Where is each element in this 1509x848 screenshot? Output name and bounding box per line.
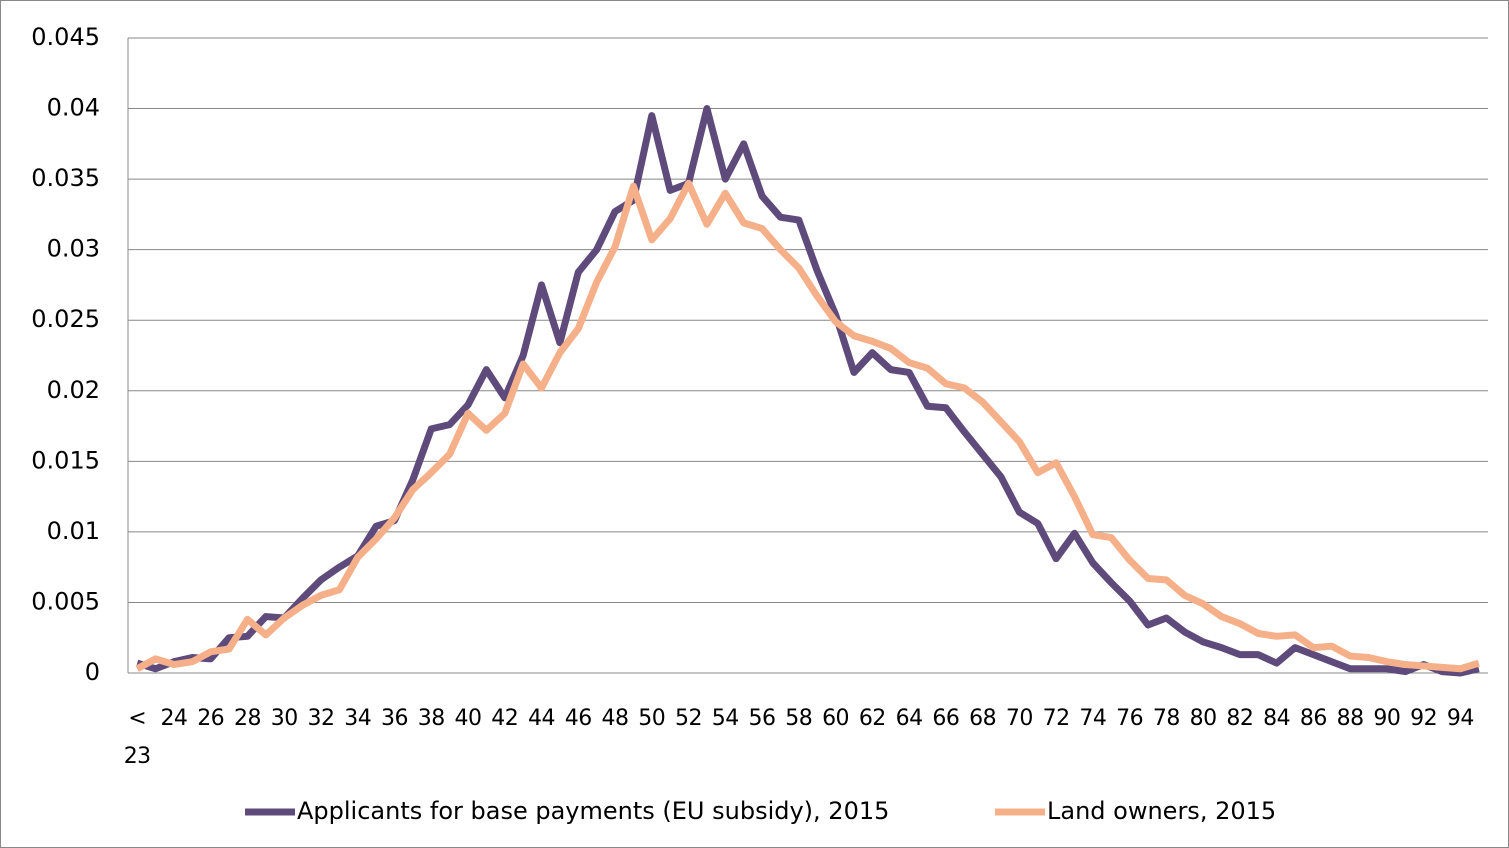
x-tick-label: 24 xyxy=(160,706,188,731)
y-tick-label: 0.02 xyxy=(47,376,100,404)
x-tick-label: 76 xyxy=(1116,706,1144,731)
x-tick-label: 46 xyxy=(564,706,593,731)
x-tick-label: 28 xyxy=(233,706,262,731)
x-tick-label: 48 xyxy=(601,706,630,731)
x-tick-label: 88 xyxy=(1336,706,1365,731)
x-tick-label: 92 xyxy=(1410,706,1438,731)
legend-label: Land owners, 2015 xyxy=(1047,797,1276,825)
x-tick-label: 86 xyxy=(1299,706,1328,731)
y-tick-label: 0.015 xyxy=(31,446,100,474)
x-tick-label: 68 xyxy=(969,706,997,731)
y-tick-label: 0.01 xyxy=(47,517,100,545)
legend-label: Applicants for base payments (EU subsidy… xyxy=(297,797,889,825)
x-tick-label: 70 xyxy=(1005,706,1034,731)
x-tick-label: 56 xyxy=(748,706,777,731)
x-tick-label: 84 xyxy=(1263,706,1291,731)
x-tick-label: 50 xyxy=(638,706,666,731)
y-tick-label: 0.005 xyxy=(31,587,100,615)
x-tick-label: 74 xyxy=(1079,706,1107,731)
x-tick-label: 82 xyxy=(1226,706,1254,731)
x-tick-label: 60 xyxy=(822,706,850,731)
x-tick-label: < 23 xyxy=(123,706,152,769)
x-tick-label: 52 xyxy=(675,706,703,731)
y-tick-label: 0.03 xyxy=(47,235,100,263)
x-tick-label: 58 xyxy=(785,706,813,731)
x-tick-label: 78 xyxy=(1152,706,1181,731)
y-tick-label: 0.045 xyxy=(31,23,100,51)
x-tick-label: 32 xyxy=(307,706,335,731)
x-tick-label: 62 xyxy=(858,706,887,731)
x-tick-label: 36 xyxy=(380,706,409,731)
y-tick-label: 0.04 xyxy=(47,94,100,122)
x-tick-label: 80 xyxy=(1189,706,1218,731)
x-tick-label: 42 xyxy=(491,706,519,731)
x-tick-label: 26 xyxy=(197,706,225,731)
series-line xyxy=(135,179,1480,673)
y-tick-label: 0.035 xyxy=(31,164,100,192)
x-tick-label: 40 xyxy=(454,706,483,731)
x-tick-label: 94 xyxy=(1446,706,1475,731)
x-tick-label: 66 xyxy=(932,706,960,731)
x-tick-label: 90 xyxy=(1373,706,1401,731)
x-tick-label: 30 xyxy=(270,706,299,731)
y-tick-label: 0.025 xyxy=(31,305,100,333)
x-tick-label: 34 xyxy=(344,706,372,731)
x-tick-label: 44 xyxy=(528,706,556,731)
x-tick-label: 72 xyxy=(1042,706,1071,731)
x-tick-label: 64 xyxy=(895,706,924,731)
x-tick-label: 38 xyxy=(417,706,446,731)
y-tick-label: 0 xyxy=(85,658,100,686)
x-tick-label: 54 xyxy=(711,706,740,731)
